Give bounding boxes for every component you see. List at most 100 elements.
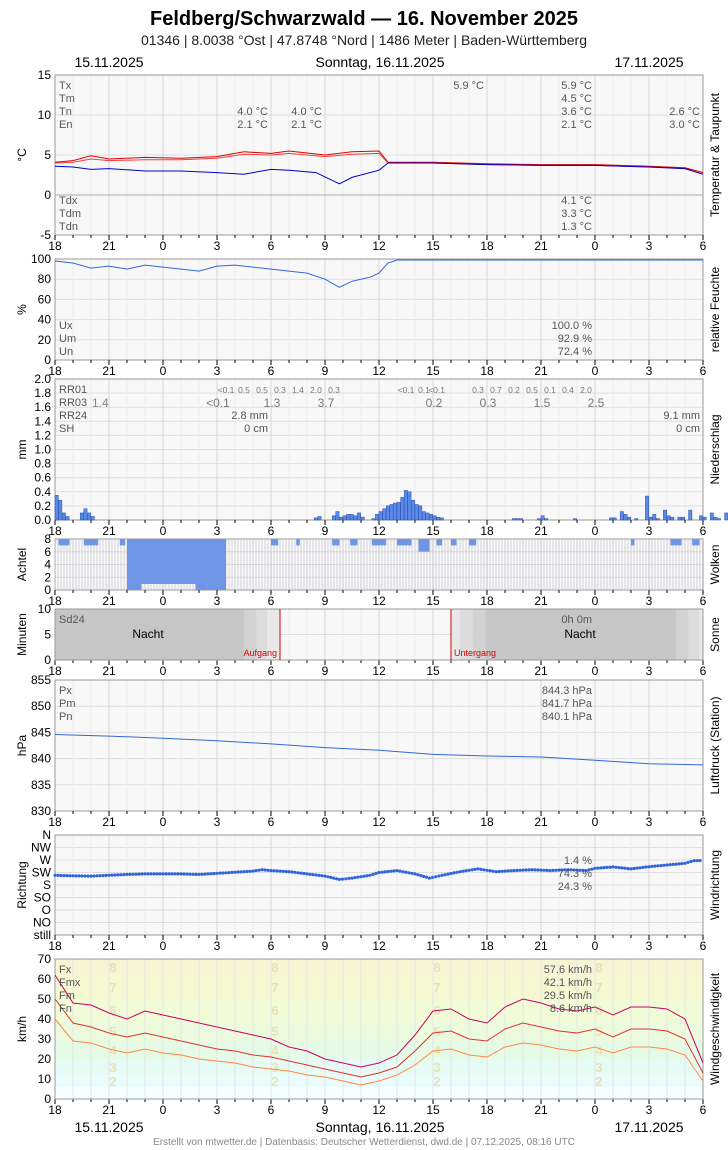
rh-y-tick: 40 xyxy=(38,313,52,327)
wind-x-tick: 6 xyxy=(700,1103,707,1117)
wind-direction-point xyxy=(449,871,453,876)
wind-direction-point xyxy=(527,868,531,872)
wind-y-tick: 70 xyxy=(38,952,52,966)
winddir-y-tick: SW xyxy=(32,866,52,880)
winddir-x-tick: 0 xyxy=(592,939,599,953)
rain-bar xyxy=(511,518,516,521)
pressure-x-tick: 21 xyxy=(534,815,548,829)
wind-legend-value: 57.6 km/h xyxy=(544,964,592,976)
cloud-bar xyxy=(371,539,387,546)
wind-direction-point xyxy=(257,868,261,872)
wind-bft-label: 5 xyxy=(109,1024,116,1039)
wind-bft-label: 8 xyxy=(271,960,278,975)
wind-direction-point xyxy=(584,869,588,873)
temp-y-tick: 15 xyxy=(38,68,52,82)
wind-direction-point xyxy=(398,869,402,873)
wind-direction-point xyxy=(68,874,72,878)
rain-hourly-label: <0.1 xyxy=(398,385,415,395)
rain-y-tick: 0.6 xyxy=(34,471,51,485)
wind-direction-point xyxy=(248,869,252,873)
wind-direction-point xyxy=(632,866,636,871)
temp-x-tick: 18 xyxy=(48,239,62,253)
pressure-y-tick: 845 xyxy=(31,725,51,739)
temp-legend-value: 4.0 °C xyxy=(291,106,322,118)
wind-direction-point xyxy=(140,872,144,876)
sun-x-tick: 3 xyxy=(646,664,653,678)
temp-legend-value: 5.9 °C xyxy=(561,80,592,92)
rain-hourly-label: 0.1 xyxy=(544,385,556,395)
pressure-series-line xyxy=(54,734,704,766)
rh-y-tick: 20 xyxy=(38,333,52,347)
sun-frame xyxy=(54,608,704,661)
rain-bar xyxy=(612,517,617,521)
wind-direction-point xyxy=(545,868,549,873)
wind-direction-point xyxy=(278,869,282,873)
wind-direction-point xyxy=(340,877,345,881)
wind-direction-point xyxy=(374,871,378,876)
sun-twilight-area xyxy=(472,609,486,660)
sunset-label: Untergang xyxy=(454,648,496,658)
wind-direction-point xyxy=(680,862,684,866)
rh-legend-key: Ux xyxy=(59,320,73,332)
rain-hourly-label: 0.1 xyxy=(418,385,430,395)
wind-direction-point xyxy=(149,872,153,876)
wind-direction-point xyxy=(494,870,498,874)
wind-direction-point xyxy=(362,874,366,878)
temp-x-tick: 6 xyxy=(700,239,707,253)
wind-bft-label: 8 xyxy=(109,960,116,975)
rh-x-tick: 3 xyxy=(214,364,221,378)
wind-direction-point xyxy=(359,875,363,879)
rain-bar xyxy=(619,511,624,521)
rain-x-tick: 0 xyxy=(160,524,167,538)
rain-bar xyxy=(389,504,394,521)
rh-side-label: relative Feuchte xyxy=(708,266,722,352)
rain-bar xyxy=(627,516,631,521)
rain-bar xyxy=(339,516,343,521)
wind-direction-point xyxy=(353,876,357,880)
rain-bar xyxy=(544,518,549,521)
pressure-y-tick: 830 xyxy=(31,804,51,818)
rain-y-tick: 0.0 xyxy=(34,513,51,527)
wind-direction-point xyxy=(533,868,537,872)
wind-direction-point xyxy=(407,871,411,875)
rain-bar xyxy=(331,515,336,521)
wind-direction-point xyxy=(434,875,438,879)
temp-legend-value: 2.1 °C xyxy=(237,119,268,131)
wind-direction-point xyxy=(53,873,57,877)
pressure-x-tick: 15 xyxy=(426,815,440,829)
wind-direction-point xyxy=(164,872,168,876)
wind-direction-point xyxy=(71,874,75,878)
rain-hourly-label: 0.3 xyxy=(328,385,340,395)
wind-direction-point xyxy=(365,874,369,878)
temp-x-tick: 6 xyxy=(268,239,275,253)
wind-direction-point xyxy=(308,872,312,876)
wind-direction-point xyxy=(221,871,225,875)
wind-direction-point xyxy=(689,859,693,864)
wind-x-tick: 18 xyxy=(480,1103,494,1117)
date-right: 17.11.2025 xyxy=(614,54,683,70)
rain-rr03-label: 2.5 xyxy=(588,396,605,410)
rain-rr03-label: <0.1 xyxy=(206,396,230,410)
sun-twilight-area xyxy=(676,609,689,660)
wind-direction-point xyxy=(488,869,492,873)
pressure-y-tick: 855 xyxy=(31,673,51,687)
wind-y-tick: 10 xyxy=(38,1072,52,1086)
wind-direction-point xyxy=(695,859,699,863)
rh-x-tick: 21 xyxy=(102,364,116,378)
wind-bft-label: 7 xyxy=(109,980,116,995)
wind-ylabel: km/h xyxy=(15,1016,29,1042)
wind-direction-point xyxy=(296,871,300,875)
wind-x-tick: 6 xyxy=(268,1103,275,1117)
wind-direction-point xyxy=(566,868,570,872)
wind-x-tick: 12 xyxy=(372,1103,386,1117)
winddir-x-tick: 15 xyxy=(426,939,440,953)
rain-bar xyxy=(634,518,639,521)
wind-direction-point xyxy=(218,871,222,875)
wind-direction-point xyxy=(197,872,201,877)
wind-direction-point xyxy=(452,871,456,875)
wind-direction-point xyxy=(347,876,351,881)
cloud-bar xyxy=(127,542,142,590)
rain-bar xyxy=(357,512,361,521)
wind-direction-point xyxy=(209,872,213,876)
rain-bar xyxy=(609,517,613,521)
